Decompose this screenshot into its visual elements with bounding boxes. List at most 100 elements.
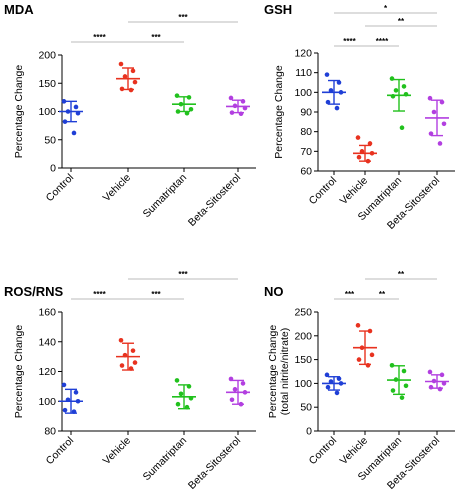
category-label: Vehicle [338, 175, 371, 208]
data-point [389, 363, 395, 368]
category-label: Control [307, 175, 339, 207]
data-point [178, 101, 184, 107]
chart-panel-ros-rns: ROS/RNS 80 100 120 140 160 Percentage Change Co… [4, 270, 256, 492]
significance-label: *** [178, 270, 188, 279]
chart-title: NO [264, 284, 284, 299]
data-point [65, 397, 71, 403]
data-point [338, 381, 344, 386]
data-point [186, 384, 192, 389]
category-label: Vehicle [101, 435, 134, 468]
y-tick-label: 200 [294, 330, 312, 342]
category-label: Control [307, 435, 339, 467]
y-tick-label: 100 [294, 378, 312, 390]
y-tick-label: 50 [300, 402, 312, 414]
data-point [334, 390, 340, 396]
data-point [401, 368, 407, 374]
category-label: Beta-Sitosterol [186, 435, 243, 492]
data-point [229, 110, 235, 115]
chart-panel-no: NO 0 50 100 150 200 250 Percentage Change (total… [264, 270, 455, 492]
significance-label: ** [379, 290, 386, 299]
data-point [229, 397, 235, 403]
data-point [369, 151, 375, 156]
data-point [356, 357, 362, 362]
data-point [441, 381, 447, 386]
data-point [324, 372, 330, 378]
chart-panel-mda: MDA 0 50 100 150 200 Percentage Change Control V… [4, 2, 256, 229]
data-point [439, 372, 445, 378]
data-point [188, 106, 194, 112]
data-point [336, 376, 342, 381]
significance-label: **** [93, 33, 106, 42]
data-point [174, 378, 180, 383]
data-point [184, 110, 190, 116]
data-point [336, 80, 342, 85]
chart-title: GSH [264, 2, 292, 17]
data-point [240, 99, 246, 104]
data-point [238, 401, 244, 407]
data-point [390, 93, 396, 99]
y-axis-label: Percentage Change [273, 65, 285, 159]
data-point [232, 387, 238, 392]
data-point [428, 131, 434, 136]
data-point [242, 105, 248, 111]
data-point [175, 109, 181, 114]
data-point [130, 68, 136, 74]
data-point [132, 360, 138, 365]
y-tick-label: 200 [38, 50, 56, 62]
y-tick-label: 160 [38, 307, 56, 319]
data-point [365, 363, 371, 368]
data-point [128, 87, 134, 93]
y-axis-label: Percentage Change [13, 325, 25, 419]
category-label: Vehicle [338, 435, 371, 468]
chart-title: MDA [4, 2, 34, 17]
data-point [71, 130, 77, 136]
y-tick-label: 140 [38, 336, 56, 348]
data-point [178, 391, 184, 397]
data-point [390, 388, 396, 393]
data-point [73, 390, 79, 395]
y-tick-label: 80 [300, 126, 312, 138]
data-point [399, 125, 405, 131]
data-point [403, 383, 409, 389]
data-point [75, 110, 81, 116]
y-tick-label: 110 [295, 67, 312, 79]
data-point [238, 111, 244, 117]
significance-label: *** [178, 13, 188, 22]
y-tick-label: 90 [300, 107, 312, 119]
data-point [359, 345, 365, 351]
data-point [324, 72, 330, 77]
data-point [61, 99, 67, 104]
significance-label: **** [93, 290, 106, 299]
y-tick-label: 50 [44, 134, 56, 146]
y-tick-label: 120 [38, 366, 56, 378]
data-point [399, 395, 405, 400]
data-point [128, 366, 134, 371]
data-point [325, 384, 331, 390]
data-point [367, 328, 373, 334]
category-label: Vehicle [101, 172, 134, 205]
data-point [119, 86, 125, 92]
data-point [393, 377, 399, 382]
y-tick-label: 80 [44, 426, 56, 438]
data-point [325, 99, 331, 105]
data-point [431, 378, 437, 384]
data-point [242, 390, 248, 395]
y-tick-label: 250 [294, 307, 312, 319]
data-point [122, 74, 128, 79]
data-point [240, 381, 246, 386]
data-point [437, 141, 443, 146]
data-point [355, 323, 361, 328]
data-point [441, 121, 447, 127]
data-point [401, 84, 407, 89]
data-point [118, 337, 124, 343]
data-point [71, 409, 77, 414]
significance-label: ** [398, 17, 405, 26]
y-tick-label: 100 [38, 396, 56, 408]
y-tick-label: 150 [38, 78, 56, 90]
data-point [359, 149, 365, 154]
y-tick-label: 70 [300, 146, 312, 158]
data-point [122, 352, 128, 358]
significance-label: *** [151, 290, 161, 299]
data-point [175, 401, 181, 407]
y-axis-label-secondary: (total nitrite/nitrate) [279, 328, 291, 416]
